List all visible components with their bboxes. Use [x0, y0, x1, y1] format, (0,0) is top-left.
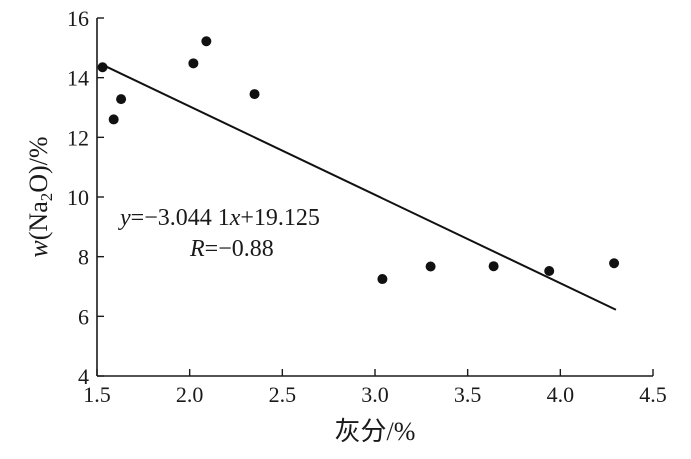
y-axis-title-post: O)/% [24, 136, 53, 192]
r-symbol: R [189, 236, 205, 262]
x-tick-label: 1.5 [83, 382, 111, 407]
equation-x: x [229, 205, 241, 231]
ticks [96, 17, 654, 377]
axes [96, 18, 653, 377]
tick-labels: 1.5 2.0 2.5 3.0 3.5 4.0 4.5 4 6 8 10 12 14 16 [67, 6, 667, 407]
y-tick-label: 10 [67, 185, 89, 210]
y-tick-label: 8 [78, 245, 89, 270]
y-tick-label: 12 [67, 125, 89, 150]
data-point [425, 261, 436, 272]
y-axis-title: w(Na2O)/% [24, 136, 56, 257]
x-axis-title: 灰分/% [335, 417, 416, 446]
equation-end: +19.125 [240, 205, 320, 231]
x-tick-label: 2.5 [269, 382, 297, 407]
data-point [488, 261, 499, 272]
r-value: =−0.88 [205, 236, 274, 262]
data-point [609, 258, 620, 269]
data-point [97, 62, 108, 73]
y-axis-title-sub: 2 [37, 193, 56, 202]
x-tick-label: 4.0 [547, 382, 575, 407]
data-point [377, 274, 388, 285]
data-point [201, 36, 212, 47]
data-points [97, 36, 620, 285]
y-tick-label: 16 [67, 6, 89, 31]
y-axis-title-pre: (Na [24, 201, 53, 240]
y-axis-title-w: w [24, 240, 53, 258]
equation-y: y [118, 205, 131, 231]
data-point [249, 89, 260, 100]
y-tick-label: 14 [67, 66, 89, 91]
x-tick-label: 4.5 [639, 382, 667, 407]
data-point [188, 58, 199, 69]
r-annotation: R=−0.88 [189, 236, 274, 262]
y-tick-label: 6 [78, 304, 89, 329]
regression-line [102, 63, 617, 311]
data-point [116, 94, 127, 105]
x-tick-label: 3.5 [454, 382, 482, 407]
data-point [544, 265, 555, 276]
y-tick-label: 4 [78, 364, 89, 389]
equation-mid: =−3.044 1 [131, 205, 230, 231]
x-tick-label: 3.0 [361, 382, 389, 407]
equation-annotation: y=−3.044 1x+19.125 [118, 205, 320, 231]
x-tick-label: 2.0 [176, 382, 204, 407]
data-point [108, 114, 119, 125]
